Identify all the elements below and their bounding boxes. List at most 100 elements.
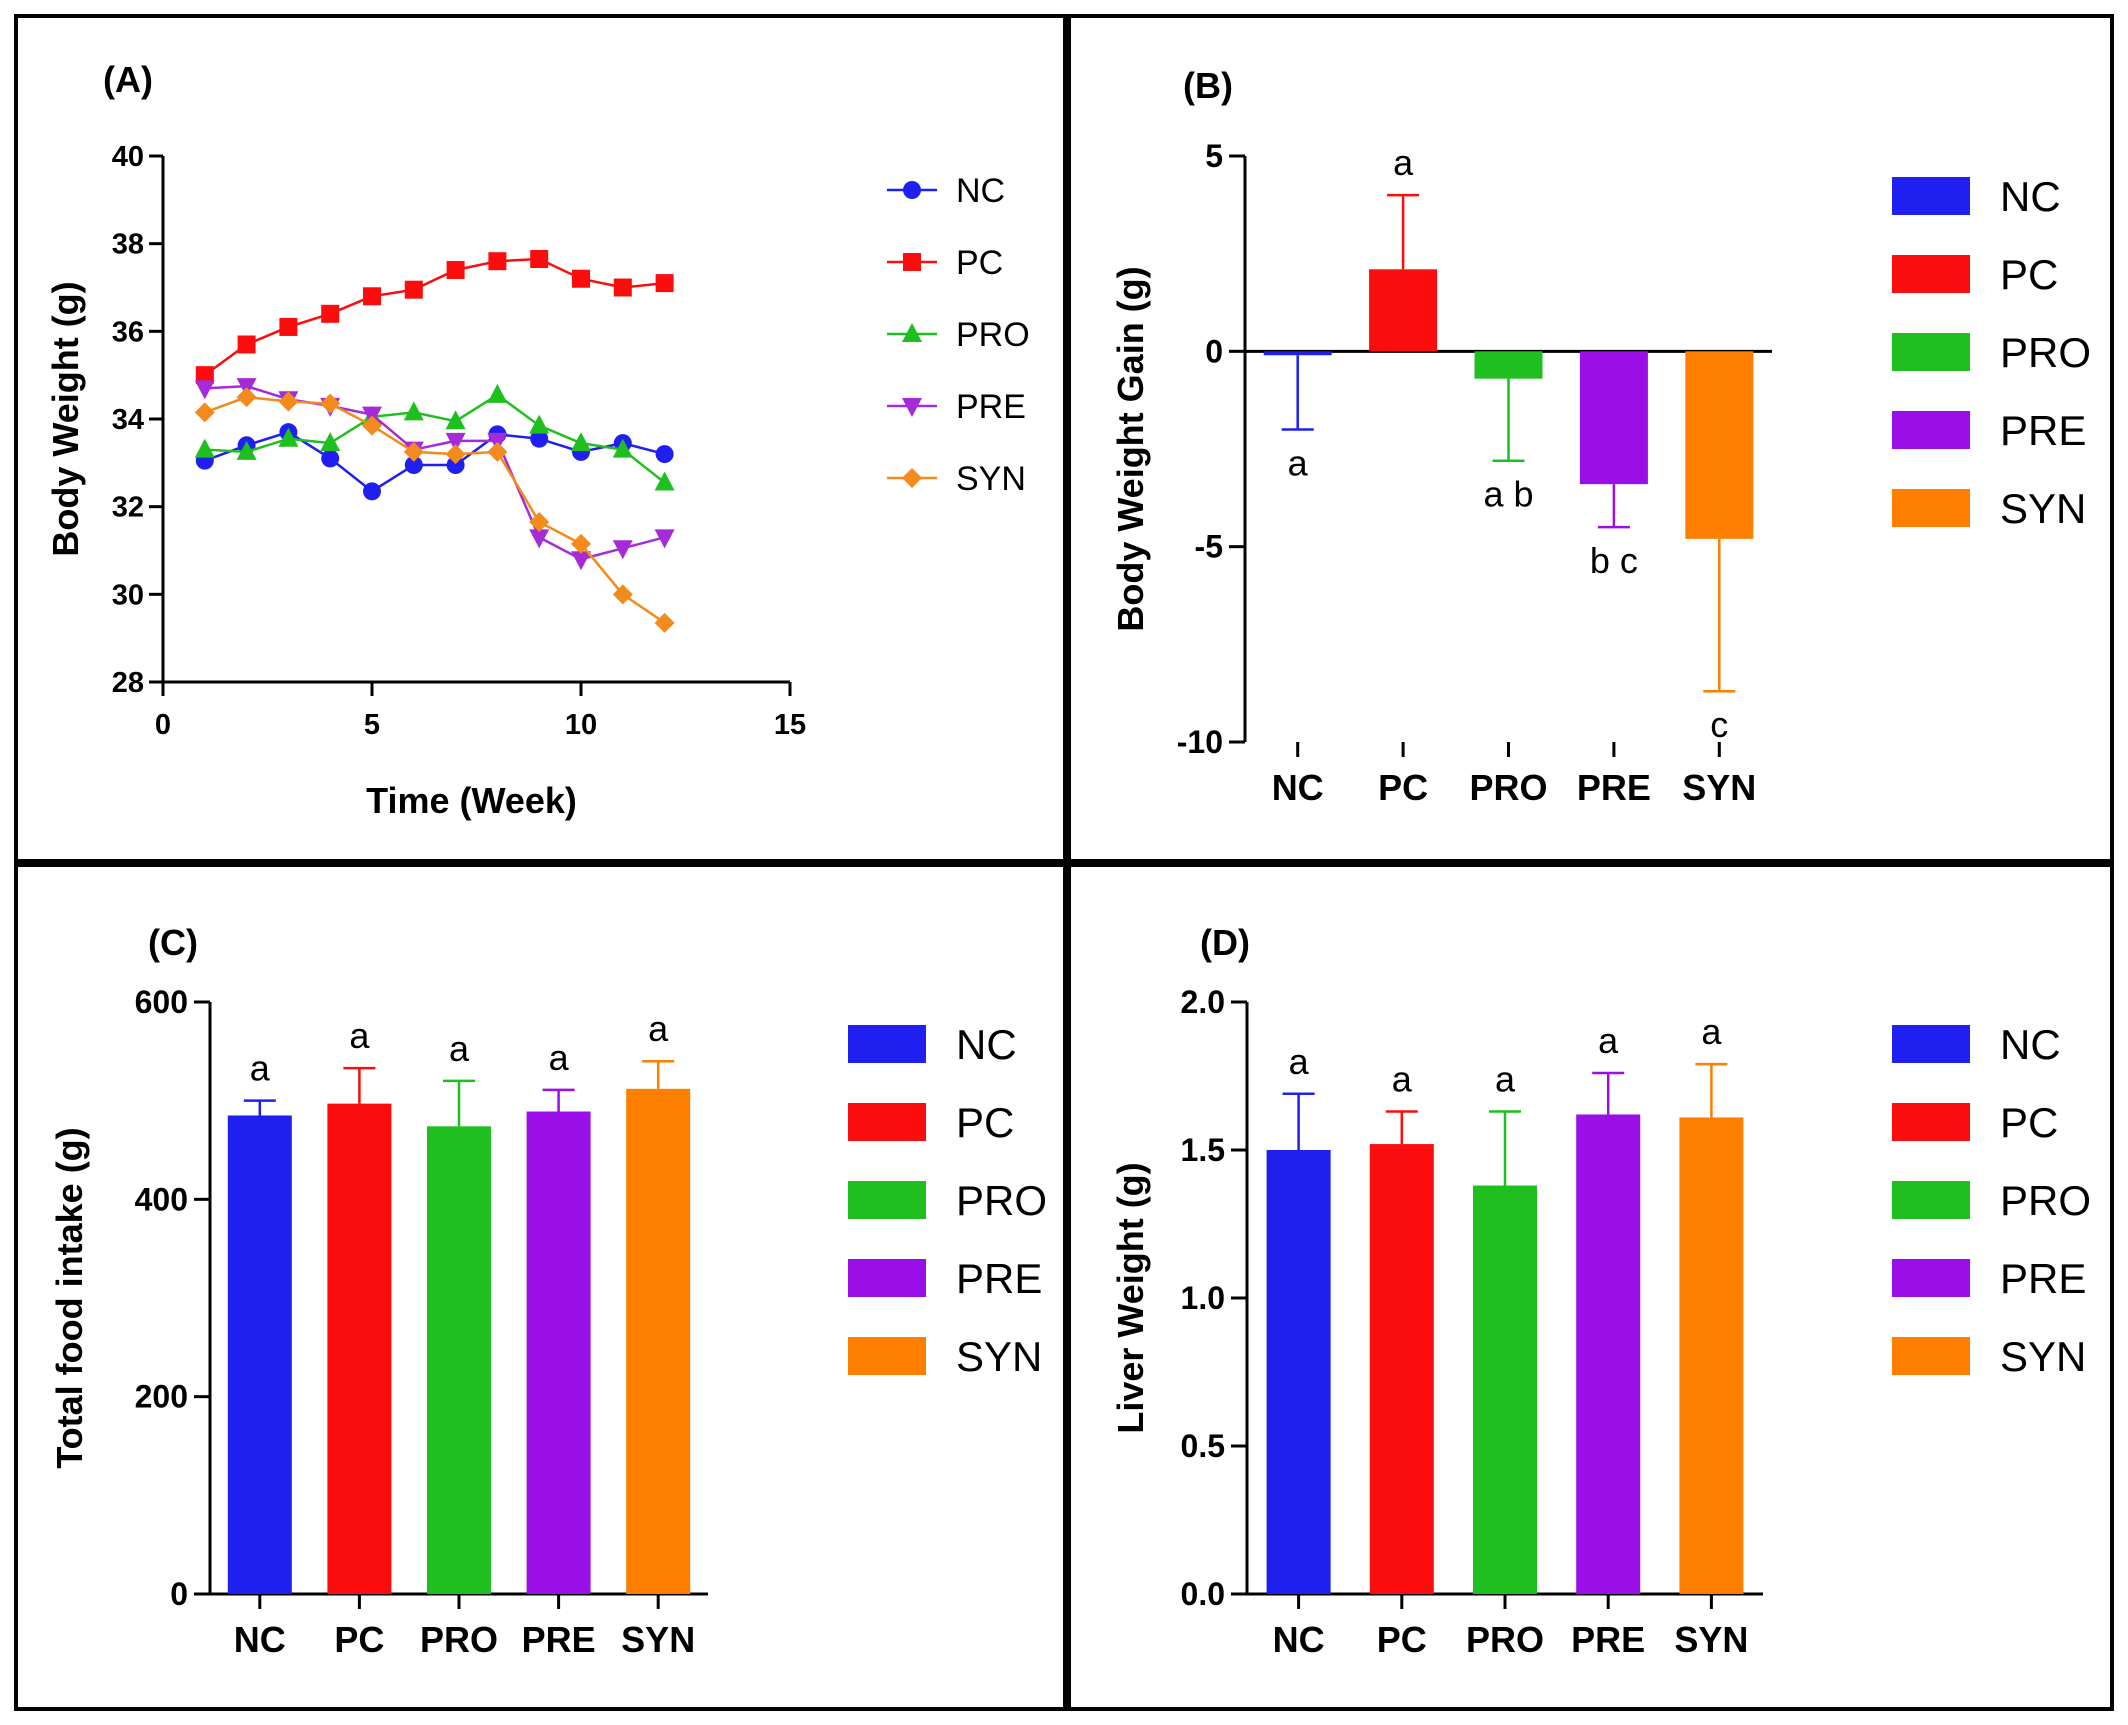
x-tick-label: 0 bbox=[155, 709, 171, 741]
data-point bbox=[654, 471, 675, 491]
bar-syn bbox=[1685, 351, 1754, 539]
data-point bbox=[571, 551, 591, 571]
data-point bbox=[612, 540, 633, 560]
significance-label: a b bbox=[1483, 474, 1533, 515]
bar-group-pro: a bbox=[1473, 1059, 1537, 1594]
data-point bbox=[321, 449, 340, 468]
significance-label: a bbox=[449, 1028, 470, 1069]
legend-d: NC PC PRO PRE SYN bbox=[1892, 1021, 2091, 1380]
y-axis-title: Body Weight (g) bbox=[45, 281, 86, 556]
legend-label: SYN bbox=[956, 460, 1026, 498]
legend-swatch bbox=[1892, 1103, 1970, 1141]
x-axis-title: Time (Week) bbox=[366, 780, 577, 821]
legend-b: NC PC PRO PRE SYN bbox=[1892, 173, 2091, 532]
bar-pro bbox=[1473, 1185, 1537, 1594]
y-tick-label: 32 bbox=[112, 492, 144, 524]
category-label: PC bbox=[1378, 767, 1428, 808]
legend-c: NC PC PRO PRE SYN bbox=[848, 1021, 1047, 1380]
significance-label: a bbox=[1392, 1059, 1413, 1100]
legend-swatch bbox=[848, 1025, 926, 1063]
bar-group-pre: a bbox=[1576, 1020, 1641, 1594]
significance-label: c bbox=[1710, 704, 1728, 745]
legend-label: PRE bbox=[956, 388, 1026, 426]
bar-group-nc: a bbox=[227, 1048, 292, 1594]
legend-swatch bbox=[1892, 255, 1970, 293]
significance-label: a bbox=[1495, 1059, 1516, 1100]
legend-marker bbox=[902, 468, 922, 488]
data-point bbox=[404, 456, 423, 475]
data-point bbox=[195, 366, 214, 385]
significance-label: a bbox=[1289, 1041, 1310, 1082]
significance-label: a bbox=[1288, 442, 1309, 483]
bar-pre bbox=[1579, 351, 1648, 485]
data-point bbox=[613, 278, 632, 297]
legend-label: PRO bbox=[956, 316, 1030, 354]
data-point bbox=[321, 304, 340, 323]
category-label: SYN bbox=[1674, 1619, 1748, 1660]
data-point bbox=[487, 441, 508, 462]
legend-label: PRE bbox=[2000, 407, 2086, 454]
data-point bbox=[320, 432, 341, 452]
y-tick-label: -5 bbox=[1195, 529, 1223, 565]
significance-label: b c bbox=[1590, 540, 1638, 581]
significance-label: a bbox=[1598, 1020, 1619, 1061]
legend-swatch bbox=[1892, 1025, 1970, 1063]
x-tick-label: 5 bbox=[364, 709, 380, 741]
significance-label: a bbox=[1393, 142, 1414, 183]
data-point bbox=[446, 456, 465, 475]
panel-a-border bbox=[14, 14, 1067, 863]
bar-nc bbox=[227, 1115, 292, 1594]
y-axis-title: Body Weight Gain (g) bbox=[1110, 266, 1151, 631]
data-point bbox=[363, 287, 381, 306]
data-point bbox=[572, 269, 590, 288]
bar-group-syn: a bbox=[626, 1008, 691, 1594]
bar-pre bbox=[526, 1111, 591, 1594]
significance-label: a bbox=[648, 1008, 669, 1049]
y-tick-label: 600 bbox=[135, 984, 188, 1020]
legend-marker bbox=[902, 398, 922, 417]
data-point bbox=[529, 512, 550, 533]
legend-swatch bbox=[1892, 177, 1970, 215]
legend-swatch bbox=[1892, 1337, 1970, 1375]
bar-pre bbox=[1576, 1114, 1641, 1594]
y-tick-label: 38 bbox=[112, 229, 144, 261]
legend-label: NC bbox=[2000, 1021, 2061, 1068]
legend-label: PRO bbox=[2000, 1177, 2091, 1224]
bar-group-pc: a bbox=[1369, 142, 1438, 352]
data-point bbox=[446, 260, 465, 279]
data-point bbox=[194, 438, 215, 458]
data-point bbox=[654, 612, 675, 633]
x-tick-label: 15 bbox=[774, 709, 806, 741]
y-axis-title: Total food intake (g) bbox=[49, 1127, 90, 1468]
y-tick-label: 0 bbox=[170, 1576, 188, 1612]
data-point bbox=[320, 393, 341, 414]
legend-label: PC bbox=[2000, 1099, 2058, 1146]
data-point bbox=[529, 529, 550, 549]
legend-swatch bbox=[848, 1259, 926, 1297]
category-label: PRE bbox=[1571, 1619, 1645, 1660]
panel-b-border bbox=[1067, 14, 2114, 863]
category-label: NC bbox=[234, 1619, 286, 1660]
legend-label: SYN bbox=[2000, 485, 2086, 532]
data-point bbox=[530, 250, 549, 269]
bar-group-nc: a bbox=[1263, 351, 1332, 483]
data-point bbox=[279, 317, 298, 336]
series-line-pre bbox=[204, 384, 665, 561]
legend-swatch bbox=[1892, 489, 1970, 527]
legend-label: NC bbox=[956, 172, 1005, 210]
significance-label: a bbox=[549, 1037, 570, 1078]
data-point bbox=[278, 391, 299, 412]
category-label: SYN bbox=[1682, 767, 1756, 808]
legend-swatch bbox=[1892, 1181, 1970, 1219]
legend-label: SYN bbox=[956, 1333, 1042, 1380]
panel-c-label: (C) bbox=[148, 922, 198, 963]
data-point bbox=[488, 252, 507, 271]
bar-syn bbox=[1679, 1117, 1744, 1594]
legend-swatch bbox=[848, 1103, 926, 1141]
legend-marker bbox=[903, 181, 921, 199]
category-label: PRO bbox=[420, 1619, 498, 1660]
category-label: PRO bbox=[1466, 1619, 1544, 1660]
bar-group-pre: a bbox=[526, 1037, 591, 1594]
data-point bbox=[236, 387, 257, 408]
